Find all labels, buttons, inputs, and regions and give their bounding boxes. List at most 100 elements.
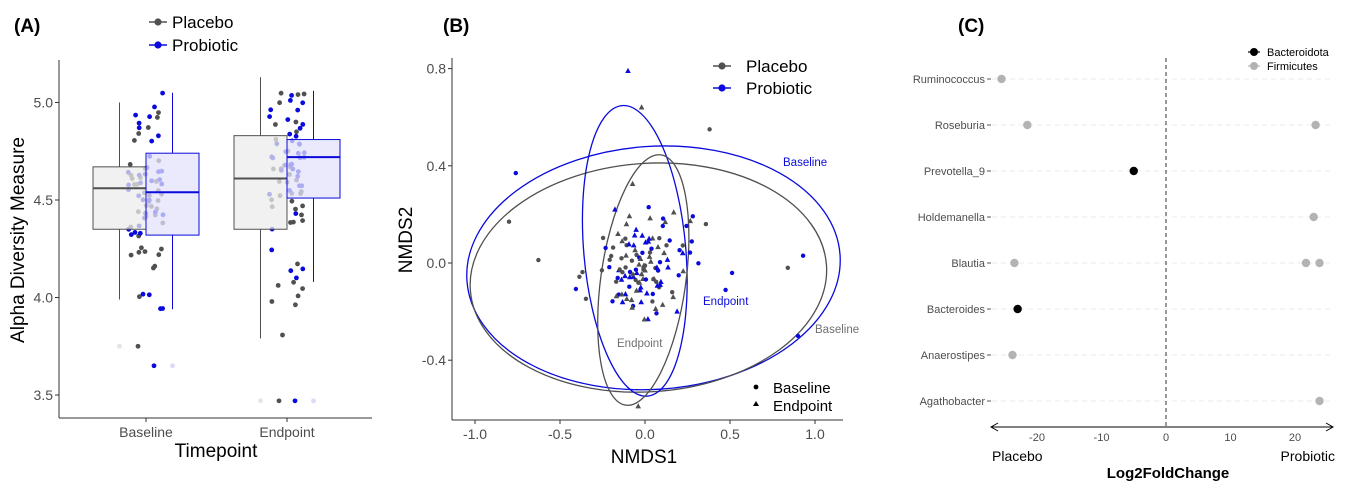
c-direction-placebo: Placebo xyxy=(992,448,1043,464)
b-legend-color: Placebo Probiotic xyxy=(713,57,813,98)
c-point-roseburia xyxy=(1311,120,1320,130)
panel-a-boxplot: 3.54.04.55.0 Baseline Endpoint Timepoint … xyxy=(8,13,372,462)
b-point-endpoint xyxy=(633,287,640,293)
a-point xyxy=(280,332,285,338)
a-point xyxy=(275,283,281,288)
a-point xyxy=(133,112,139,118)
a-point xyxy=(132,230,138,235)
c-point-holdemanella xyxy=(1309,212,1318,222)
a-legend-placebo: Placebo xyxy=(172,13,233,32)
a-point xyxy=(300,286,305,291)
b-point-baseline xyxy=(723,287,728,293)
b-point-baseline xyxy=(677,248,682,253)
b-point-baseline xyxy=(615,275,620,281)
a-x-tick-label: Endpoint xyxy=(259,424,314,440)
b-point-endpoint xyxy=(618,276,625,282)
b-point-baseline xyxy=(800,253,806,258)
b-point-baseline xyxy=(646,205,651,210)
a-point xyxy=(300,100,306,106)
a-point xyxy=(160,90,166,96)
b-point-endpoint xyxy=(637,255,644,261)
b-point-endpoint xyxy=(642,267,648,273)
b-point-endpoint xyxy=(637,287,643,293)
b-x-tick-label: 1.0 xyxy=(805,426,825,442)
c-y-label-roseburia: Roseburia xyxy=(935,120,986,132)
a-outlier xyxy=(117,343,122,349)
b-point-endpoint xyxy=(635,403,641,409)
b-ellipse-placebo-baseline xyxy=(469,162,828,393)
b-point-baseline xyxy=(630,272,635,277)
b-point-baseline xyxy=(654,279,659,284)
b-point-endpoint xyxy=(633,226,639,232)
a-point xyxy=(301,91,307,97)
a-box xyxy=(145,152,200,236)
b-point-endpoint xyxy=(657,281,663,287)
b-point-endpoint xyxy=(674,308,680,314)
c-y-label-holdemanella: Holdemanella xyxy=(918,212,986,224)
a-point xyxy=(300,266,306,272)
c-x-tick-label: 20 xyxy=(1289,432,1301,444)
a-point xyxy=(127,162,133,167)
b-point-baseline xyxy=(633,277,638,283)
c-y-label-prevotella_9: Prevotella_9 xyxy=(924,166,985,178)
a-point xyxy=(268,107,274,113)
a-point xyxy=(297,125,303,131)
a-outlier xyxy=(170,363,175,369)
b-point-baseline xyxy=(600,235,606,241)
a-point xyxy=(137,294,142,300)
b-point-endpoint xyxy=(648,258,654,264)
b-point-endpoint xyxy=(619,298,626,305)
b-point-baseline xyxy=(634,252,639,258)
a-point xyxy=(299,212,304,218)
c-point-anaerostipes xyxy=(1008,350,1017,360)
a-point xyxy=(294,275,299,281)
a-point xyxy=(159,246,164,252)
b-point-baseline xyxy=(729,270,735,276)
b-y-tick-label: 0.8 xyxy=(427,61,447,77)
a-point xyxy=(142,249,148,255)
b-point-baseline xyxy=(660,223,665,229)
b-point-endpoint xyxy=(619,238,625,244)
a-x-tick-label: Baseline xyxy=(119,424,173,440)
c-point-bacteroides xyxy=(1013,304,1022,314)
b-point-baseline xyxy=(655,268,661,273)
a-y-tick-label: 4.0 xyxy=(34,290,54,306)
b-point-endpoint xyxy=(622,291,629,297)
c-point-blautia xyxy=(1010,258,1019,268)
b-point-baseline xyxy=(633,267,639,272)
a-point xyxy=(300,218,305,224)
a-point xyxy=(293,119,299,125)
b-point-endpoint xyxy=(644,290,650,296)
b-point-baseline xyxy=(623,236,628,241)
a-point xyxy=(287,131,293,137)
b-point-endpoint xyxy=(626,213,633,219)
b-point-endpoint xyxy=(631,232,638,238)
a-point xyxy=(140,291,146,297)
b-x-tick-label: 0.5 xyxy=(720,426,740,442)
c-x-tick-label: -10 xyxy=(1094,432,1110,444)
c-y-label-anaerostipes: Anaerostipes xyxy=(921,350,986,362)
b-point-baseline xyxy=(676,273,681,278)
b-point-endpoint xyxy=(655,243,661,250)
b-point-endpoint xyxy=(615,230,621,236)
a-point xyxy=(136,125,142,131)
c-direction-probiotic: Probiotic xyxy=(1281,448,1335,464)
a-point xyxy=(136,120,142,126)
b-point-endpoint xyxy=(645,238,652,244)
b-point-baseline xyxy=(640,250,645,255)
b-point-baseline xyxy=(689,239,694,244)
a-box xyxy=(286,139,341,199)
panel-b-nmds: -0.4 0.0 0.4 0.8 -1.0 -0.5 0.0 0.5 1.0 NMDS1 NM… xyxy=(396,57,859,468)
c-x-tick-label: 10 xyxy=(1224,432,1236,444)
b-ellipse-probiotic-endpoint xyxy=(581,104,688,397)
b-point-endpoint xyxy=(612,206,618,212)
c-legend-bacteroidota: Bacteroidota xyxy=(1267,47,1330,59)
a-point xyxy=(139,245,144,251)
b-point-endpoint xyxy=(651,275,657,281)
a-box xyxy=(92,166,147,230)
a-point xyxy=(295,107,301,113)
a-point xyxy=(300,203,305,209)
b-point-endpoint xyxy=(645,316,651,322)
b-y-axis-title: NMDS2 xyxy=(396,207,417,274)
b-point-baseline xyxy=(785,265,790,271)
